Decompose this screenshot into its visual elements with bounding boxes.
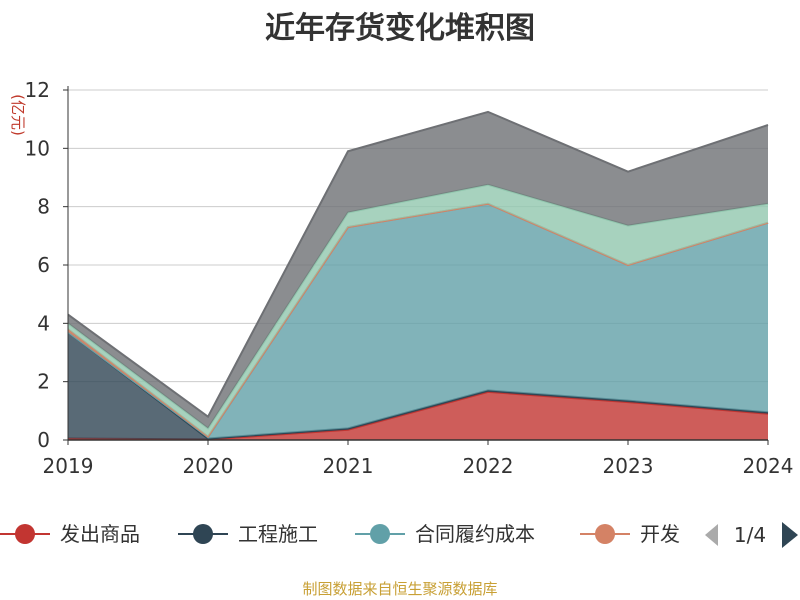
legend-label: 工程施工: [238, 522, 318, 546]
legend-circle-marker: [193, 524, 213, 544]
y-tick-label: 4: [37, 311, 50, 335]
legend-label: 开发: [640, 522, 680, 546]
area-series-1: [68, 391, 768, 440]
x-tick-label: 2021: [323, 454, 374, 478]
legend-item[interactable]: 开发: [580, 522, 680, 546]
legend-circle-marker: [595, 524, 615, 544]
x-tick-label: 2023: [603, 454, 654, 478]
axes: [63, 86, 769, 445]
legend-circle-marker: [370, 524, 390, 544]
y-tick-label: 12: [25, 78, 50, 102]
x-tick-label: 2020: [183, 454, 234, 478]
area-series: [67, 110, 769, 441]
data-source-note: 制图数据来自恒生聚源数据库: [302, 580, 497, 598]
legend-item[interactable]: 工程施工: [178, 522, 318, 546]
x-tick-label: 2022: [463, 454, 514, 478]
y-tick-label: 0: [37, 428, 50, 452]
y-tick-label: 6: [37, 253, 50, 277]
x-tick-label: 2024: [743, 454, 794, 478]
legend-label: 合同履约成本: [415, 522, 535, 546]
y-tick-label: 8: [37, 195, 50, 219]
y-axis-unit: (亿元): [9, 94, 27, 136]
area-series-3: [68, 203, 768, 439]
legend-pager: 1/4: [705, 522, 798, 548]
x-tick-label: 2019: [43, 454, 94, 478]
legend-label: 发出商品: [60, 522, 140, 546]
y-tick-labels: 0 2 4 6 8 10 12: [25, 78, 50, 452]
x-tick-labels: 2019 2020 2021 2022 2023 2024: [43, 454, 794, 478]
chart-title: 近年存货变化堆积图: [265, 11, 535, 46]
area-series-line-6: [67, 110, 769, 419]
legend-item[interactable]: 合同履约成本: [355, 522, 535, 546]
area-series-2: [68, 332, 768, 440]
legend-prev-arrow-icon[interactable]: [705, 524, 718, 546]
area-series-5: [68, 184, 768, 437]
legend-item[interactable]: 发出商品: [0, 522, 140, 546]
area-series-6: [68, 111, 768, 429]
y-tick-label: 2: [37, 370, 50, 394]
legend-page-indicator: 1/4: [734, 523, 766, 547]
legend-circle-marker: [15, 524, 35, 544]
legend-next-arrow-icon[interactable]: [782, 522, 798, 548]
y-tick-label: 10: [25, 136, 50, 160]
legend[interactable]: 发出商品 工程施工 合同履约成本 开发: [0, 522, 680, 546]
